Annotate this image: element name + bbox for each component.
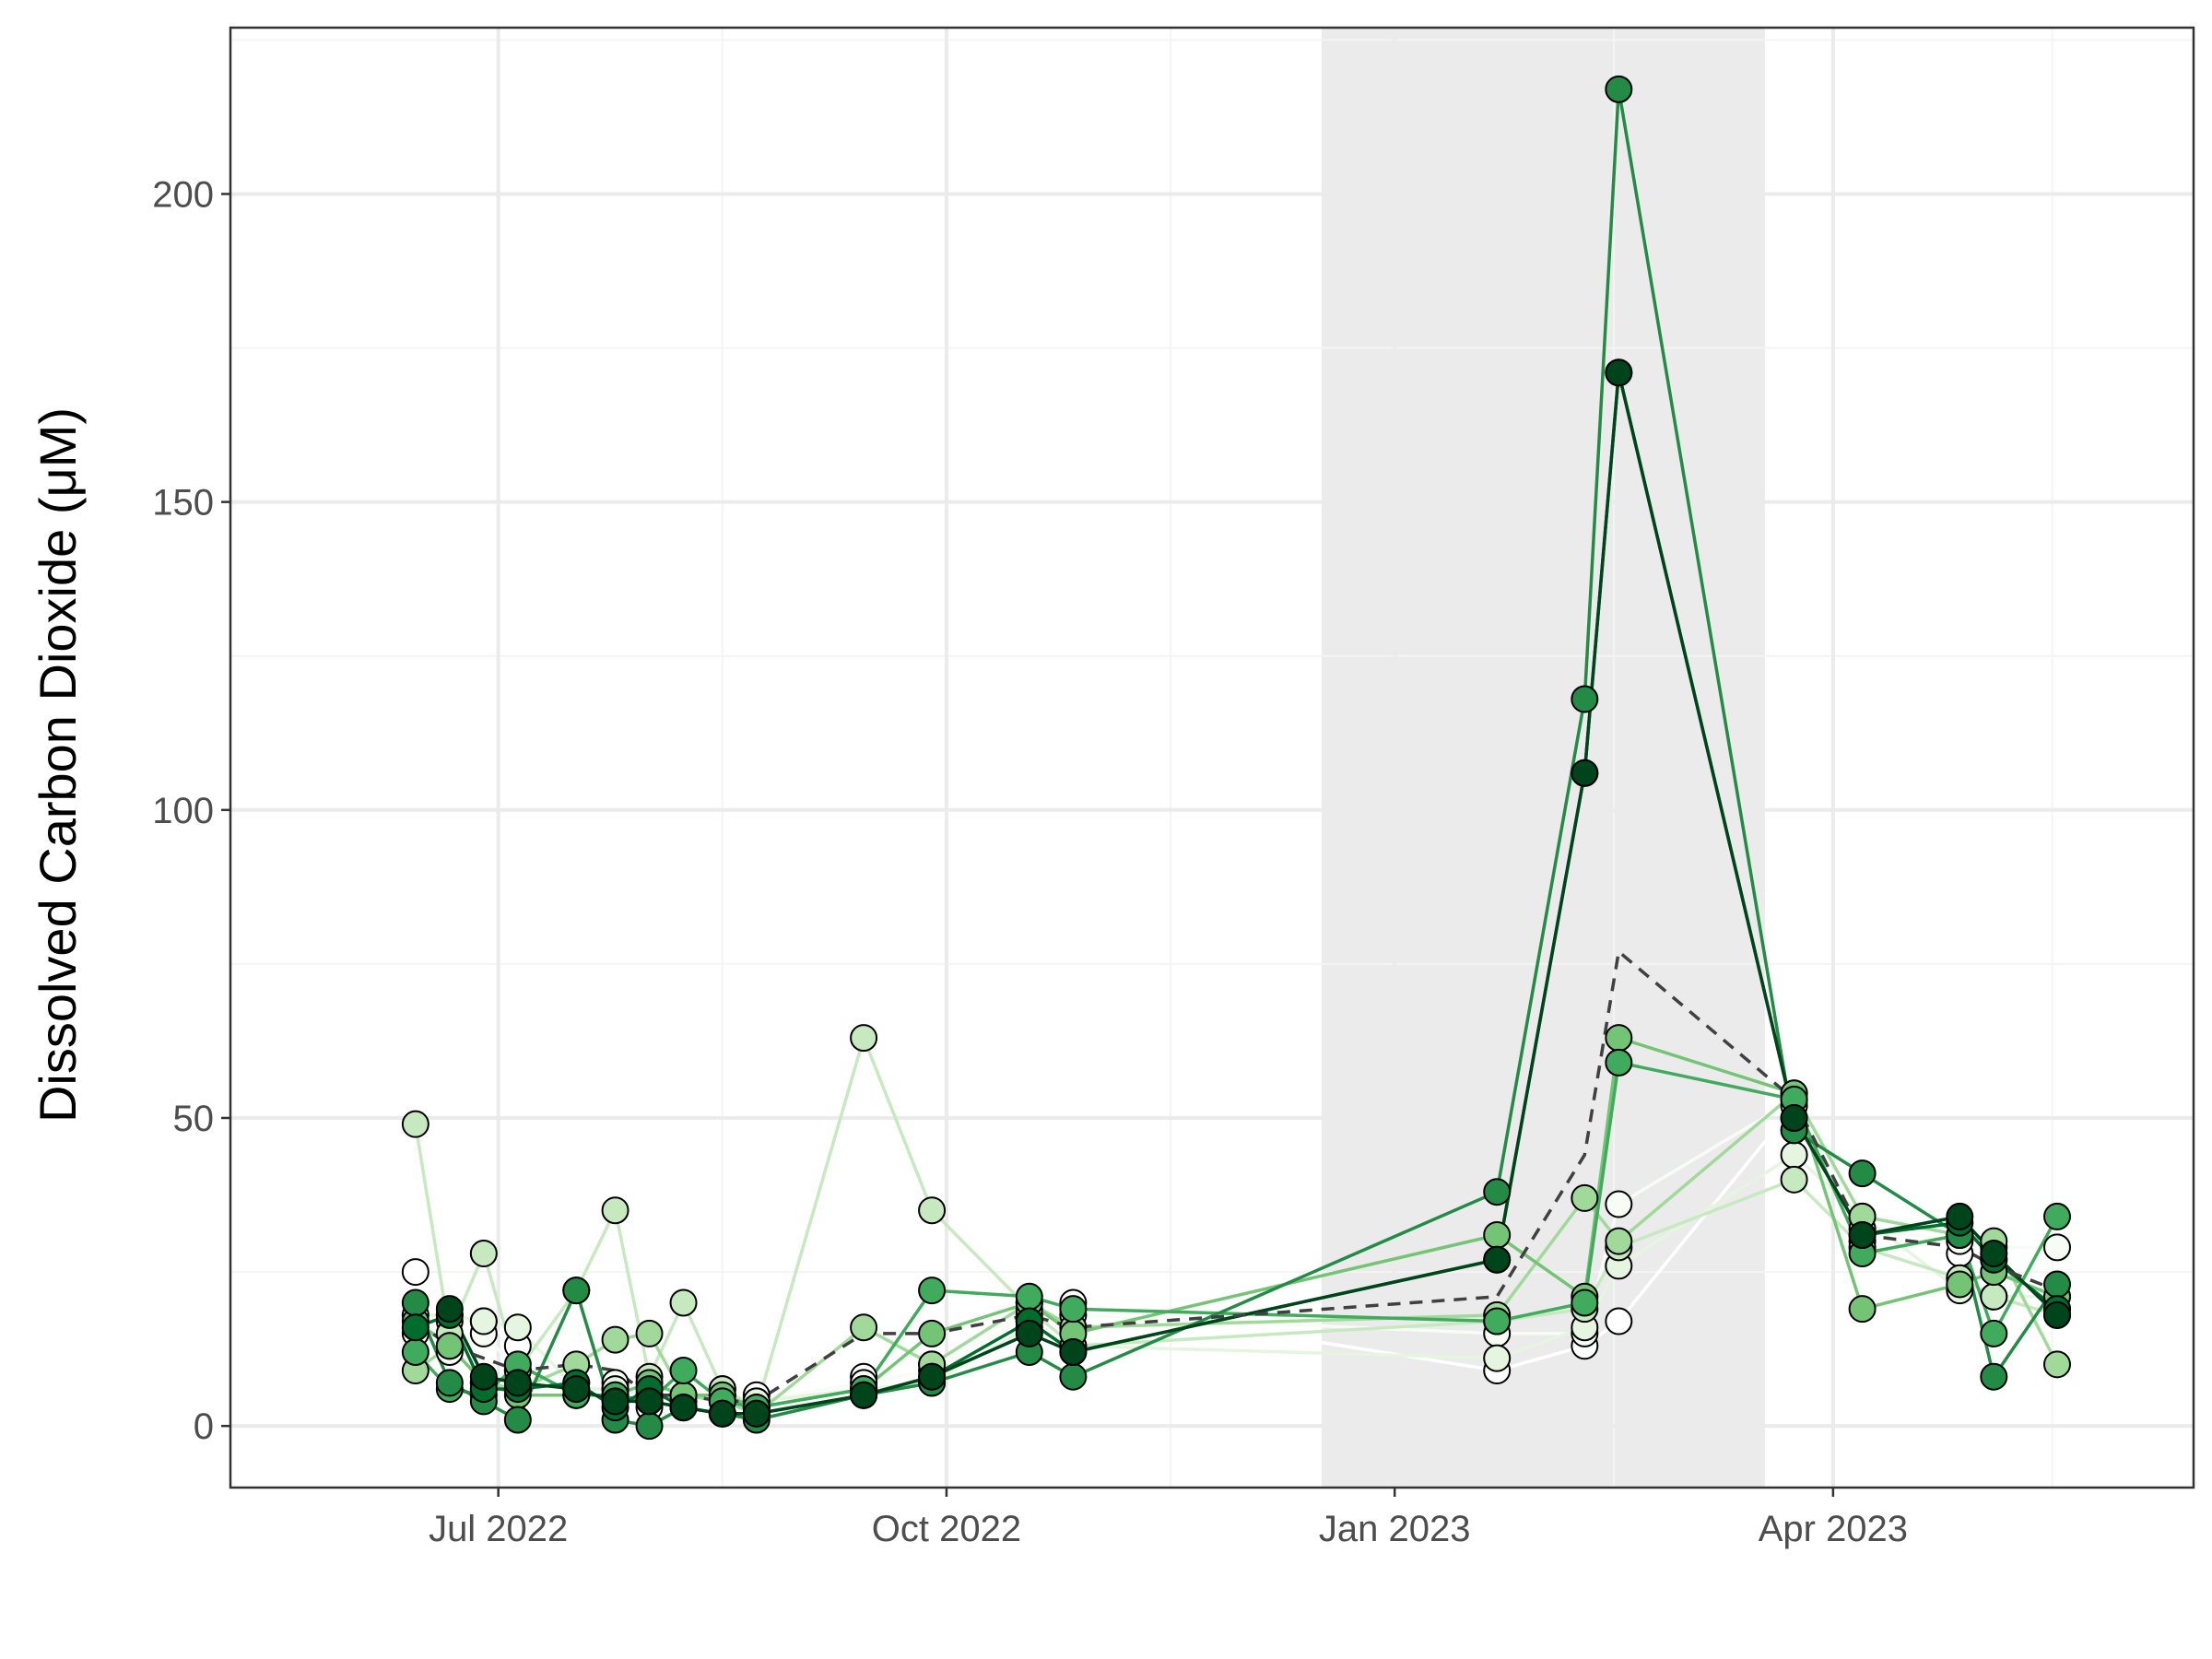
data-point [1605, 359, 1633, 387]
data-point [435, 1295, 464, 1324]
y-tick-label: 150 [152, 483, 214, 524]
data-point [435, 1369, 464, 1397]
data-point [1571, 1288, 1599, 1317]
data-point [1605, 1227, 1633, 1255]
data-point [562, 1277, 591, 1305]
data-point [401, 1288, 429, 1317]
data-point [1059, 1295, 1088, 1324]
x-tick-label: Oct 2022 [872, 1509, 1021, 1549]
data-point [1980, 1240, 2008, 1268]
data-point [850, 1313, 878, 1342]
y-tick-label: 200 [152, 174, 214, 215]
series-line-6 [414, 1036, 2058, 1409]
data-point [1946, 1202, 1974, 1230]
x-tick-label: Apr 2023 [1759, 1509, 1908, 1549]
panel-border [229, 26, 2195, 1489]
data-point [669, 1288, 698, 1317]
data-point [1605, 1307, 1633, 1335]
data-point [1848, 1159, 1877, 1188]
data-point [1571, 685, 1599, 713]
x-tick-label: Jul 2022 [429, 1509, 568, 1549]
data-point [918, 1196, 947, 1225]
y-tick-label: 50 [173, 1099, 215, 1139]
y-tick-label: 0 [194, 1406, 214, 1447]
data-point [2043, 1350, 2072, 1379]
data-point [669, 1357, 698, 1385]
data-point [2043, 1202, 2072, 1230]
plot-panel [229, 26, 2195, 1489]
data-point [401, 1110, 429, 1138]
data-point [635, 1319, 664, 1347]
series-points-10 [435, 359, 2072, 1428]
data-point [669, 1394, 698, 1422]
x-tick-label: Jan 2023 [1319, 1509, 1471, 1549]
data-point [1605, 1024, 1633, 1053]
data-point [503, 1369, 532, 1397]
data-point [469, 1240, 498, 1268]
data-point [1059, 1337, 1088, 1366]
data-point [469, 1307, 498, 1335]
data-point [918, 1362, 947, 1391]
data-point [1780, 1165, 1808, 1194]
data-point [1015, 1282, 1043, 1311]
data-point [918, 1319, 947, 1347]
panel-background [230, 28, 2194, 1488]
data-point [850, 1024, 878, 1053]
data-point [1980, 1362, 2008, 1391]
data-point [435, 1332, 464, 1360]
data-point [1605, 1190, 1633, 1218]
data-point [601, 1196, 629, 1225]
data-point [1483, 1178, 1512, 1206]
data-point [1848, 1220, 1877, 1249]
data-point [635, 1412, 664, 1441]
data-point [1780, 1103, 1808, 1132]
data-point [503, 1313, 532, 1342]
data-point [1780, 1141, 1808, 1170]
y-tick-label: 100 [152, 791, 214, 831]
y-axis-ticks: 0 50 100 150 200 [152, 174, 230, 1447]
data-point [562, 1375, 591, 1404]
data-point [1483, 1307, 1512, 1335]
y-axis-title: Dissolved Carbon Dioxide (μM) [29, 407, 87, 1123]
series-line-5 [414, 1091, 2059, 1416]
data-point [1571, 759, 1599, 787]
data-point [1605, 1048, 1633, 1077]
data-point [1015, 1319, 1043, 1347]
data-point [742, 1399, 771, 1428]
data-point [503, 1406, 532, 1434]
data-point [1571, 1183, 1599, 1212]
data-point [1848, 1295, 1877, 1324]
mean-line [414, 948, 2058, 1404]
data-point [1946, 1270, 1974, 1299]
data-point [1483, 1245, 1512, 1274]
data-point [918, 1277, 947, 1305]
data-point [1059, 1362, 1088, 1391]
data-point [850, 1381, 878, 1409]
data-point [401, 1258, 429, 1287]
data-point [401, 1337, 429, 1366]
data-point [469, 1362, 498, 1391]
series-line-8 [414, 88, 2059, 1428]
data-point [1605, 75, 1633, 103]
data-point [2043, 1270, 2072, 1299]
data-point [1980, 1282, 2008, 1311]
series-line-4 [414, 1036, 2058, 1409]
data-point [401, 1313, 429, 1342]
data-point [2043, 1233, 2072, 1262]
data-point [1980, 1319, 2008, 1347]
data-point [1483, 1344, 1512, 1372]
data-point [708, 1399, 736, 1428]
data-point [601, 1387, 629, 1416]
data-point [601, 1325, 629, 1354]
data-point [1483, 1220, 1512, 1249]
data-point [635, 1387, 664, 1416]
x-axis-ticks: Jul 2022 Oct 2022 Jan 2023 Apr 2023 [429, 1488, 1908, 1549]
data-point [2043, 1300, 2072, 1329]
